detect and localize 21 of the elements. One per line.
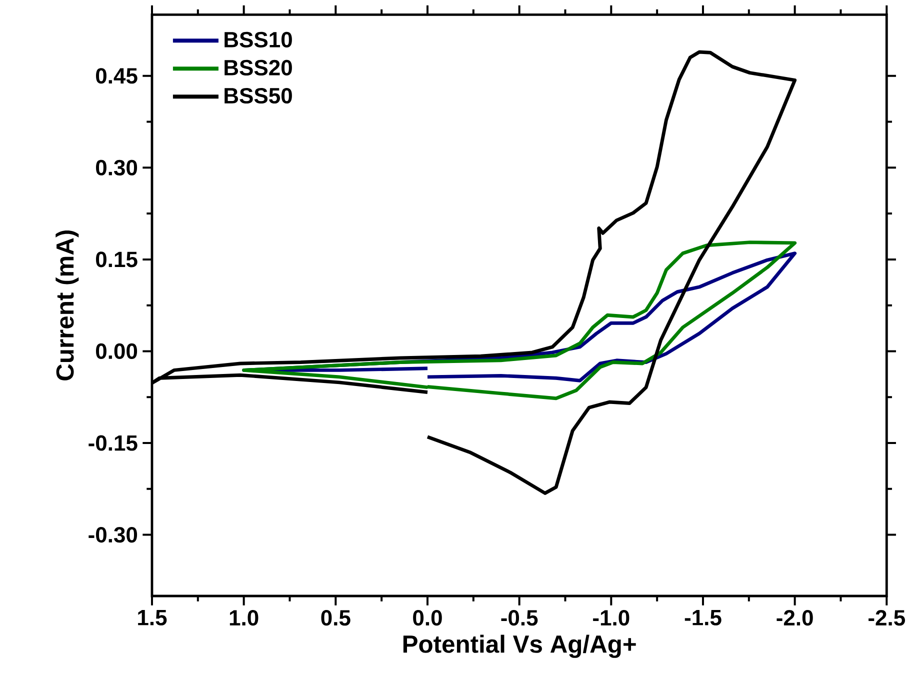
x-tick-label: 1.0 (230, 610, 258, 626)
y-tick-label: 0.00 (96, 343, 138, 360)
legend-label: BSS20 (224, 60, 292, 76)
x-tick-label: 0.5 (321, 610, 350, 626)
x-tick-label: 1.5 (138, 610, 167, 626)
y-tick-label: -0.30 (88, 526, 138, 543)
x-tick-label: -2.5 (868, 610, 906, 626)
x-tick-label: -2.0 (776, 610, 813, 626)
y-tick-label: 0.30 (96, 160, 138, 176)
line-series (242, 240, 797, 400)
y-tick-label: -0.15 (88, 435, 138, 451)
x-tick-label: -0.5 (501, 610, 538, 626)
y-tick-label: 0.45 (96, 68, 138, 84)
legend-label: BSS10 (224, 32, 292, 48)
y-axis-title: Current (mA) (56, 230, 79, 380)
legend-label: BSS50 (224, 88, 292, 104)
y-tick-label: 0.15 (96, 252, 138, 268)
x-tick-label: 0.0 (413, 610, 442, 626)
x-tick-label: -1.5 (684, 610, 722, 626)
x-axis-title: Potential Vs Ag/Ag+ (403, 634, 636, 658)
x-tick-label: -1.0 (593, 610, 630, 626)
